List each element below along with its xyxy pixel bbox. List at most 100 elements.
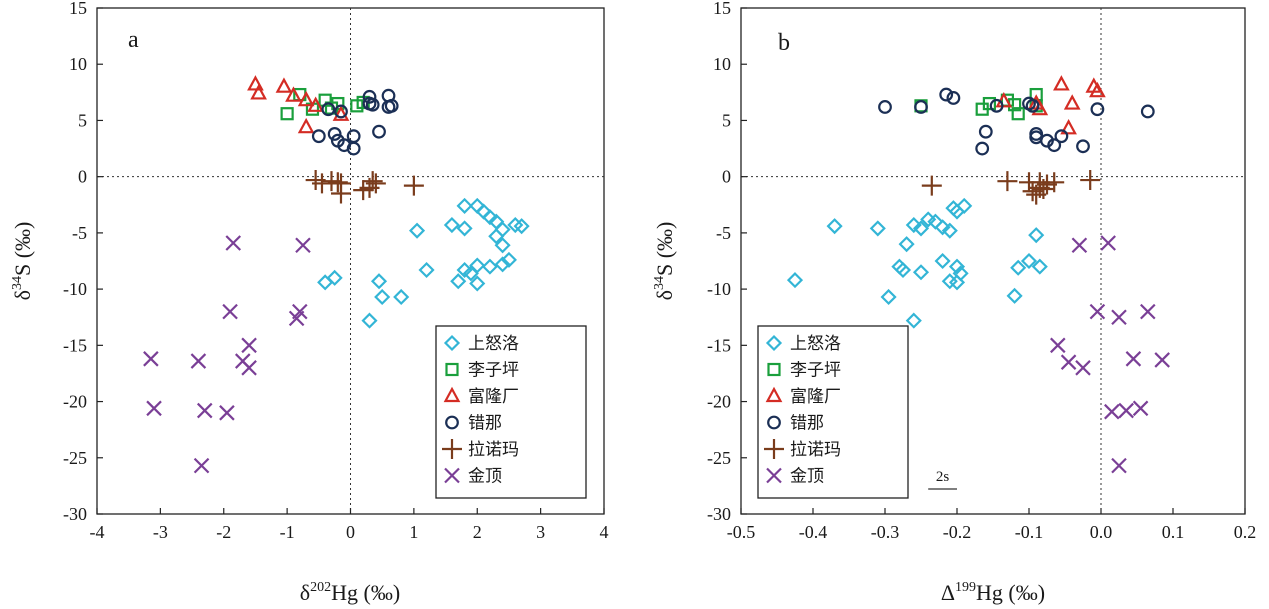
data-point — [222, 303, 238, 320]
panel-a-points — [143, 75, 530, 474]
data-point — [978, 124, 993, 139]
data-point — [196, 402, 213, 419]
scale-bar: 2s — [928, 469, 957, 490]
legend-entry-label: 上怒洛 — [468, 334, 519, 353]
x-tick-label: -1 — [280, 522, 295, 542]
legend-entry-label: 错那 — [790, 414, 824, 433]
data-point — [939, 87, 954, 102]
legend-marker — [445, 415, 459, 430]
panel-b-points — [786, 75, 1170, 474]
data-point — [1071, 237, 1088, 254]
y-tick-label: 10 — [69, 54, 87, 74]
data-point — [948, 274, 966, 291]
data-point — [1075, 360, 1091, 376]
data-point — [1044, 172, 1065, 193]
data-point — [1063, 94, 1081, 110]
data-point — [1025, 98, 1040, 113]
data-point — [1100, 235, 1116, 251]
data-point — [941, 222, 958, 239]
data-point — [1076, 139, 1090, 154]
legend-marker — [765, 334, 783, 352]
legend-marker — [445, 362, 459, 377]
data-point — [1132, 400, 1149, 417]
data-point — [975, 141, 990, 156]
y-tick-label: -25 — [707, 448, 731, 468]
data-point — [1080, 170, 1101, 191]
y-tick-label: -20 — [63, 392, 87, 412]
x-tick-label: -0.4 — [799, 522, 828, 542]
x-tick-label: 0.2 — [1234, 522, 1257, 542]
x-tick-label: 0 — [346, 522, 355, 542]
data-point — [146, 400, 162, 417]
data-point — [219, 405, 235, 421]
legend-entry-label: 拉诺玛 — [468, 440, 519, 459]
data-point — [326, 269, 343, 286]
data-point — [945, 200, 962, 217]
data-point — [1089, 81, 1106, 98]
data-point — [225, 235, 242, 251]
data-point — [247, 75, 264, 91]
data-point — [311, 129, 326, 144]
data-point — [1011, 107, 1025, 121]
legend-entry-label: 富隆厂 — [790, 387, 841, 406]
y-tick-label: 5 — [722, 110, 731, 130]
data-point — [1040, 133, 1054, 148]
y-tick-label: 10 — [713, 54, 731, 74]
data-point — [1060, 119, 1077, 135]
panel-b-x-axis-label: Δ199Hg (‰) — [941, 580, 1045, 605]
panel-b: -0.5 -0.4 -0.3 -0.2 -0.1 0.0 0.1 0.2 15 10 5 0 -5 -10… — [652, 0, 1256, 605]
data-point — [393, 288, 410, 306]
x-tick-label: 1 — [409, 522, 418, 542]
data-point — [500, 251, 517, 268]
y-tick-label: -30 — [63, 504, 87, 524]
data-point — [1047, 138, 1062, 153]
data-point — [1140, 104, 1155, 119]
data-point — [450, 273, 467, 290]
legend-entry-label: 金顶 — [790, 467, 824, 486]
x-tick-label: 2 — [473, 522, 482, 542]
data-point — [297, 90, 315, 107]
data-point — [374, 288, 391, 306]
y-tick-label: -15 — [63, 335, 87, 355]
legend-marker — [766, 467, 782, 484]
panel-a-x-axis-label: δ202Hg (‰) — [300, 580, 400, 605]
data-point — [362, 89, 377, 104]
data-point — [513, 218, 530, 235]
data-point — [826, 218, 843, 235]
data-point — [241, 337, 257, 354]
data-point — [997, 171, 1018, 192]
data-point — [469, 275, 486, 292]
data-point — [905, 312, 922, 329]
data-point — [898, 236, 915, 253]
data-point — [1125, 351, 1142, 367]
data-point — [408, 222, 426, 239]
y-tick-label: -5 — [716, 223, 731, 243]
data-point — [403, 175, 424, 196]
data-point — [327, 172, 348, 193]
data-point — [481, 209, 498, 226]
data-point — [1140, 303, 1156, 320]
data-point — [912, 264, 930, 281]
data-point — [327, 127, 342, 141]
data-point — [295, 237, 311, 254]
legend-marker — [764, 439, 784, 459]
y-tick-label: -30 — [707, 504, 731, 524]
data-point — [905, 216, 922, 234]
data-point — [912, 220, 930, 237]
data-point — [989, 98, 1004, 113]
panel-a-y-axis-label: δ34S (‰) — [10, 222, 35, 301]
y-tick-label: 15 — [713, 0, 731, 18]
data-point — [927, 213, 944, 230]
legend-entry-label: 金顶 — [468, 467, 502, 486]
data-point — [1028, 227, 1045, 244]
scale-bar-label: 2s — [936, 469, 950, 485]
y-tick-label: 0 — [78, 167, 87, 187]
legend-marker — [443, 386, 461, 403]
data-point — [275, 77, 293, 93]
data-point — [365, 97, 380, 112]
y-tick-label: 0 — [722, 167, 731, 187]
data-point — [418, 261, 435, 279]
